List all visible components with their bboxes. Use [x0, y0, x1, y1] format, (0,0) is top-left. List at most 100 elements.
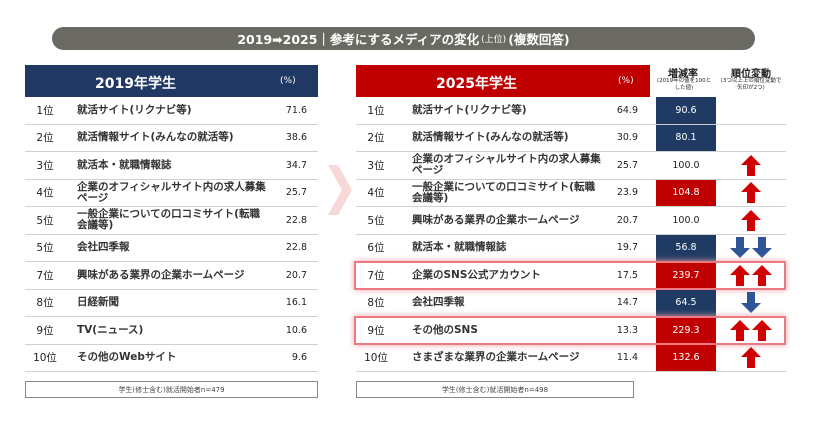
value: 13.3 [616, 324, 638, 336]
value: 64.9 [616, 104, 638, 116]
rank: 10位 [33, 352, 57, 365]
banner-sub: (複数回答) [508, 32, 570, 47]
name: 興味がある業界の企業ホームページ [412, 213, 580, 226]
value: 71.6 [285, 104, 307, 116]
ratio: 56.8 [656, 234, 716, 261]
row: 2位 就活情報サイト(みんなの就活等) 30.9 80.1 [356, 124, 786, 152]
rank-change [716, 180, 786, 207]
row: 5位 興味がある業界の企業ホームページ 20.7 100.0 [356, 207, 786, 235]
value: 22.8 [285, 214, 307, 226]
name: さまざまな業界の企業ホームページ [412, 351, 580, 364]
unit: (%) [280, 76, 296, 86]
rank: 2位 [36, 132, 54, 145]
value: 22.8 [285, 242, 307, 254]
arrow-up [741, 182, 761, 204]
value: 10.6 [285, 324, 307, 336]
arrow-up [752, 319, 772, 341]
header-bg [356, 65, 650, 97]
value: 17.5 [616, 269, 638, 281]
row: 3位 就活本・就職情報誌 34.7 [25, 152, 318, 180]
arrow-down [752, 237, 772, 259]
ratio: 104.8 [656, 179, 716, 206]
name: その他のSNS [412, 323, 478, 336]
rank-change [716, 290, 786, 317]
rank: 5位 [367, 214, 385, 227]
value: 25.7 [285, 187, 307, 199]
value: 34.7 [285, 159, 307, 171]
rank: 7位 [367, 269, 385, 282]
row: 1位 就活サイト(リクナビ等) 71.6 [25, 97, 318, 125]
name: 日経新聞 [77, 296, 119, 309]
row: 10位 その他のWebサイト 9.6 [25, 345, 318, 372]
row: 9位 TV(ニュース) 10.6 [25, 317, 318, 345]
ratio-note: (2019年の値を100とした値) [656, 78, 712, 91]
rank-change [716, 125, 786, 152]
rank: 5位 [36, 214, 54, 227]
rank: 8位 [36, 297, 54, 310]
ratio: 80.1 [656, 124, 716, 151]
name: 就活本・就職情報誌 [412, 241, 507, 254]
rank: 1位 [36, 104, 54, 117]
ratio: 239.7 [656, 262, 716, 289]
value: 20.7 [616, 214, 638, 226]
highlight [354, 261, 786, 290]
row: 5位 一般企業についての口コミサイト(転職 会議等) 22.8 [25, 207, 318, 235]
name: 企業のオフィシャルサイト内の求人募集 ページ [77, 180, 266, 204]
arrow-down [730, 237, 750, 259]
arrow-up [741, 347, 761, 369]
name: 会社四季報 [412, 296, 465, 309]
value: 14.7 [616, 297, 638, 309]
rank-change [716, 345, 786, 372]
rank: 3位 [367, 159, 385, 172]
change-header: 順位変動 [731, 69, 771, 80]
name: 就活情報サイト(みんなの就活等) [412, 131, 569, 144]
row: 10位 さまざまな業界の企業ホームページ 11.4 132.6 [356, 344, 786, 372]
name: 一般企業についての口コミサイト(転職 会議等) [412, 180, 595, 204]
rank: 9位 [36, 324, 54, 337]
value: 38.6 [285, 132, 307, 144]
name: 企業のSNS公式アカウント [412, 268, 541, 281]
ratio-header: 増減率 [668, 69, 698, 80]
table-2019: 2019年学生 (%) 1位 就活サイト(リクナビ等) 71.6 2位 就活情報サイト(みん… [25, 65, 318, 372]
row: 8位 日経新聞 16.1 [25, 290, 318, 317]
name: 企業のオフィシャルサイト内の求人募集 ページ [412, 153, 601, 177]
arrow-up [730, 319, 750, 341]
rank: 1位 [367, 104, 385, 117]
name: 一般企業についての口コミサイト(転職 会議等) [77, 208, 260, 232]
rank: 4位 [367, 187, 385, 200]
row: 6位 就活本・就職情報誌 19.7 56.8 [356, 234, 786, 262]
row: 7位 興味がある業界の企業ホームページ 20.7 [25, 262, 318, 290]
rank: 2位 [367, 132, 385, 145]
rank-change [716, 317, 786, 344]
header-title: 2019年学生 [95, 76, 176, 92]
rank: 10位 [364, 352, 388, 365]
header-title: 2025年学生 [436, 76, 517, 92]
name: 就活サイト(リクナビ等) [412, 103, 527, 116]
footer: 学生(修士含む)就活開始者n=479 [25, 381, 318, 398]
row: 7位 企業のSNS公式アカウント 17.5 239.7 [354, 261, 786, 290]
ratio: 90.6 [656, 97, 716, 124]
change-note: (3つ以上上の順位変動で矢印が2つ) [720, 78, 782, 91]
value: 16.1 [285, 297, 307, 309]
value: 19.7 [616, 242, 638, 254]
name: 興味がある業界の企業ホームページ [77, 268, 245, 281]
arrow-up [741, 154, 761, 176]
rank: 3位 [36, 159, 54, 172]
name: その他のWebサイト [77, 351, 177, 364]
arrow-up [752, 264, 772, 286]
value: 30.9 [616, 132, 638, 144]
row: 4位 企業のオフィシャルサイト内の求人募集 ページ 25.7 [25, 180, 318, 207]
rank: 8位 [367, 297, 385, 310]
ratio: 100.0 [656, 152, 716, 179]
value: 9.6 [291, 352, 307, 364]
value: 25.7 [616, 159, 638, 171]
rank-change [716, 207, 786, 234]
name: 就活情報サイト(みんなの就活等) [77, 131, 234, 144]
name: 就活サイト(リクナビ等) [77, 103, 192, 116]
name: TV(ニュース) [77, 323, 144, 336]
ratio: 64.5 [656, 289, 716, 316]
name: 会社四季報 [77, 241, 130, 254]
rank-change [716, 235, 786, 262]
banner-title: 2019➡2025｜参考にするメディアの変化 [237, 32, 480, 47]
